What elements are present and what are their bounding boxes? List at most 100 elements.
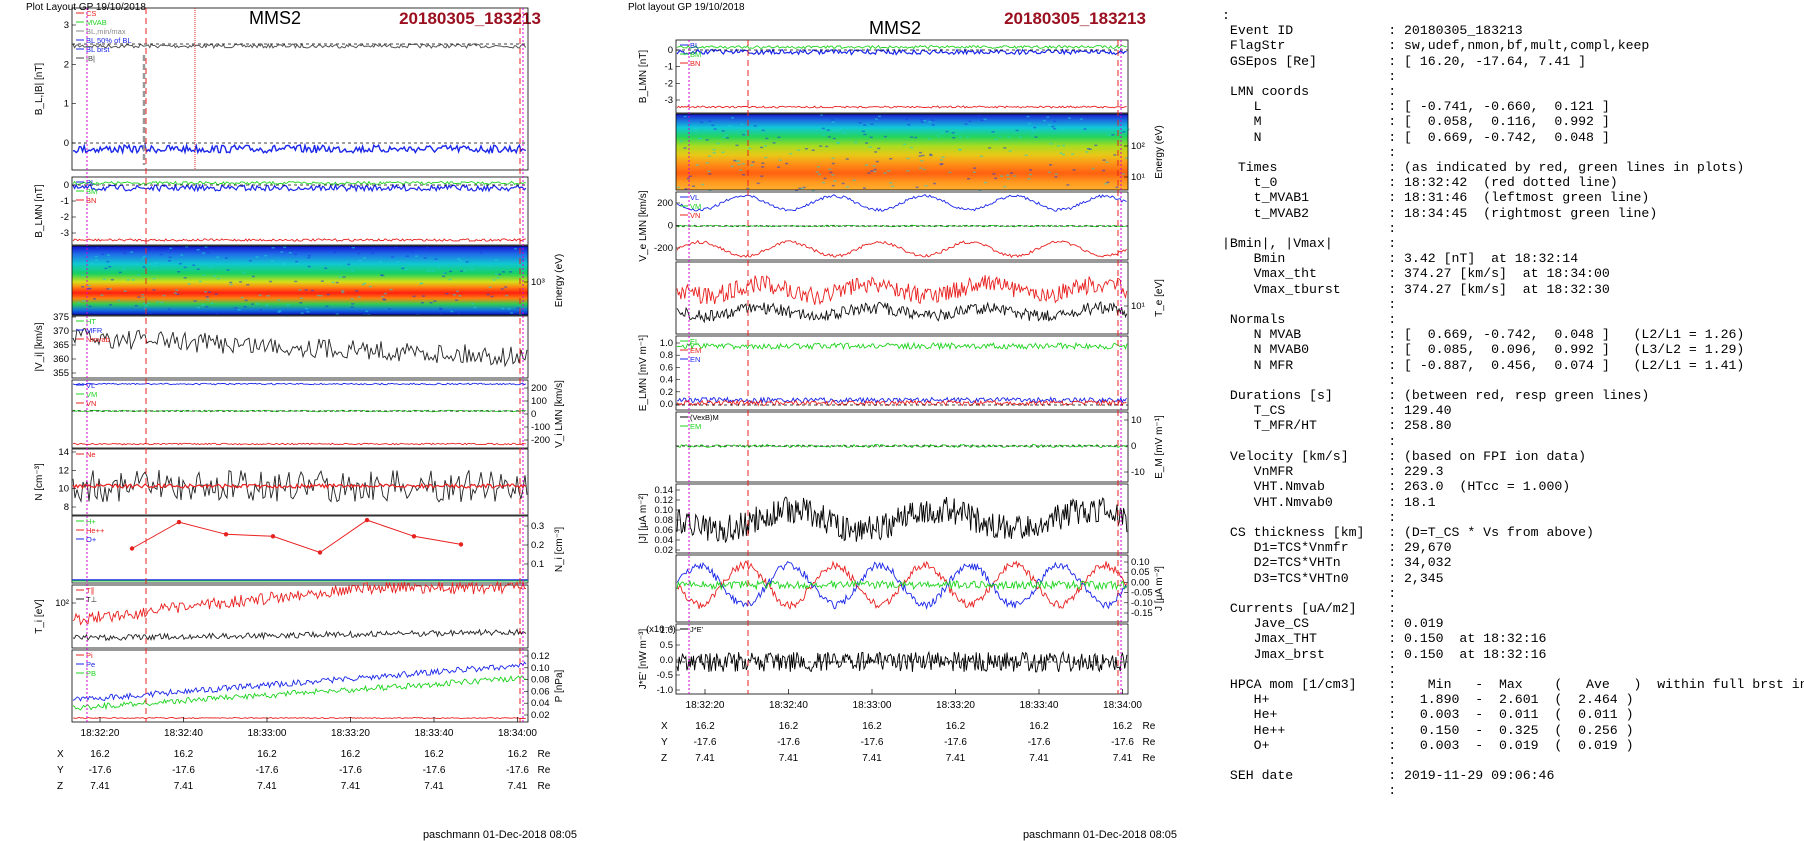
spectrogram-speckle bbox=[1015, 129, 1019, 132]
spectrogram-speckle bbox=[731, 117, 734, 119]
spectrogram-speckle bbox=[708, 173, 712, 175]
EN-line bbox=[676, 399, 1127, 407]
spectrogram-speckle bbox=[1068, 117, 1071, 119]
spectrogram-speckle bbox=[742, 174, 746, 176]
spectrogram-speckle bbox=[433, 300, 437, 302]
spectrogram-speckle bbox=[153, 265, 157, 267]
spectrogram-speckle bbox=[142, 255, 146, 258]
info-line: : bbox=[1222, 661, 1397, 677]
spectrogram-speckle bbox=[300, 312, 304, 314]
spectrogram-speckle bbox=[243, 306, 247, 308]
spectrogram-speckle bbox=[889, 158, 893, 160]
spectrogram-speckle bbox=[937, 135, 941, 137]
spectrogram-speckle bbox=[277, 311, 281, 313]
spectrogram-speckle bbox=[118, 271, 122, 274]
ephemeris-value: 7.41 bbox=[946, 753, 966, 764]
y-tick-label: -200 bbox=[654, 243, 673, 254]
y-axis-label: |J| [μA m⁻²] bbox=[638, 493, 649, 543]
spectrogram-speckle bbox=[883, 172, 887, 174]
x-tick-label: 18:32:20 bbox=[686, 700, 725, 711]
spectrogram-speckle bbox=[509, 271, 513, 273]
spectrogram-speckle bbox=[822, 181, 826, 184]
spectrogram-speckle bbox=[914, 136, 918, 139]
spectrogram-speckle bbox=[940, 132, 944, 134]
spectrogram-speckle bbox=[955, 133, 959, 136]
panel-3: 10³ Energy (eV) bbox=[71, 245, 565, 317]
spectrogram-speckle bbox=[325, 305, 329, 308]
spectrogram bbox=[72, 246, 528, 315]
spectrogram-speckle bbox=[381, 295, 385, 298]
spectrogram-speckle bbox=[357, 296, 361, 298]
spectrogram-speckle bbox=[294, 280, 298, 283]
Vi-line bbox=[72, 327, 528, 368]
spectrogram-speckle bbox=[471, 302, 474, 305]
x-tick-label: 18:33:00 bbox=[853, 700, 892, 711]
panel-frame bbox=[675, 483, 1129, 554]
ephemeris-unit: Re bbox=[538, 749, 551, 760]
spectrogram-speckle bbox=[684, 188, 688, 190]
spectrogram-speckle bbox=[226, 269, 230, 271]
spectrogram-speckle bbox=[439, 307, 443, 310]
spectrogram-speckle bbox=[846, 186, 849, 188]
spectrogram-speckle bbox=[872, 165, 876, 167]
spectrogram-speckle bbox=[205, 306, 209, 308]
BN-line bbox=[676, 105, 1127, 109]
panel-frame bbox=[675, 39, 1129, 114]
spectrogram-speckle bbox=[1079, 118, 1083, 120]
spectrogram-speckle bbox=[832, 137, 836, 140]
spectrogram-speckle bbox=[396, 261, 400, 263]
spectrogram-speckle bbox=[311, 289, 315, 292]
spectrogram-speckle bbox=[1060, 128, 1064, 131]
info-line: : bbox=[1222, 144, 1397, 160]
spectrogram-speckle bbox=[169, 247, 173, 250]
spectrogram-speckle bbox=[820, 114, 823, 116]
y-tick-label: 0 bbox=[1131, 441, 1136, 452]
spectrogram-speckle bbox=[347, 263, 351, 266]
spectrogram-speckle bbox=[206, 252, 210, 254]
spectrogram-speckle bbox=[877, 115, 881, 118]
spectrogram-speckle bbox=[81, 274, 85, 276]
ephemeris-value: 16.2 bbox=[862, 721, 882, 732]
spectrogram-speckle bbox=[141, 314, 145, 317]
spectrogram-speckle bbox=[1007, 136, 1011, 138]
spectrogram-speckle bbox=[193, 300, 197, 302]
EM-line bbox=[676, 341, 1128, 351]
spectrogram-speckle bbox=[798, 187, 802, 190]
y-axis-label: J [μA m⁻²] bbox=[1154, 566, 1165, 611]
spectrogram-speckle bbox=[867, 172, 871, 174]
info-line: N MVAB : [ 0.669, -0.742, 0.048 ] (L2/L1… bbox=[1222, 327, 1745, 343]
spectrogram-speckle bbox=[198, 280, 202, 283]
panel-frame bbox=[675, 261, 1129, 335]
legend-label: J*E' bbox=[690, 625, 704, 634]
y-tick-label: 0.0 bbox=[660, 655, 673, 666]
y-axis-label: J*E' [nW m⁻³] bbox=[638, 629, 649, 690]
spectrogram-speckle bbox=[141, 257, 145, 260]
spectrogram-speckle bbox=[176, 293, 180, 295]
spectrogram-speckle bbox=[464, 269, 468, 272]
spectrogram-speckle bbox=[836, 141, 840, 144]
spectrogram-speckle bbox=[457, 312, 461, 315]
spectrogram-speckle bbox=[802, 186, 806, 189]
spectrogram-speckle bbox=[141, 293, 145, 296]
spectrogram-speckle bbox=[830, 119, 834, 121]
ephemeris-value: 16.2 bbox=[424, 749, 444, 760]
legend-label: BL bbox=[86, 178, 95, 187]
spectrogram-speckle bbox=[239, 281, 243, 283]
legend-label: HT bbox=[86, 317, 96, 326]
y-tick-label: 2 bbox=[64, 59, 69, 70]
x-tick-label: 18:33:20 bbox=[331, 728, 370, 739]
spectrogram-speckle bbox=[858, 122, 862, 124]
spectrogram-speckle bbox=[169, 251, 172, 253]
left-figure: Plot Layout GP 19/10/2018 MMS2 20180305_… bbox=[26, 2, 577, 841]
info-line: Vmax_tht : 374.27 [km/s] at 18:34:00 bbox=[1222, 266, 1610, 282]
spectrogram-speckle bbox=[883, 135, 887, 138]
spectrogram-speckle bbox=[201, 304, 205, 306]
spectrogram-speckle bbox=[819, 145, 823, 147]
spectrogram-speckle bbox=[421, 295, 425, 297]
y-tick-label: 10¹ bbox=[1131, 172, 1145, 183]
spectrogram-speckle bbox=[144, 305, 148, 307]
info-line: H+ : 1.890 - 2.601 ( 2.464 ) bbox=[1222, 692, 1634, 708]
spectrogram-speckle bbox=[831, 162, 835, 165]
BM-line bbox=[676, 44, 1127, 50]
spectrogram-speckle bbox=[922, 168, 926, 171]
